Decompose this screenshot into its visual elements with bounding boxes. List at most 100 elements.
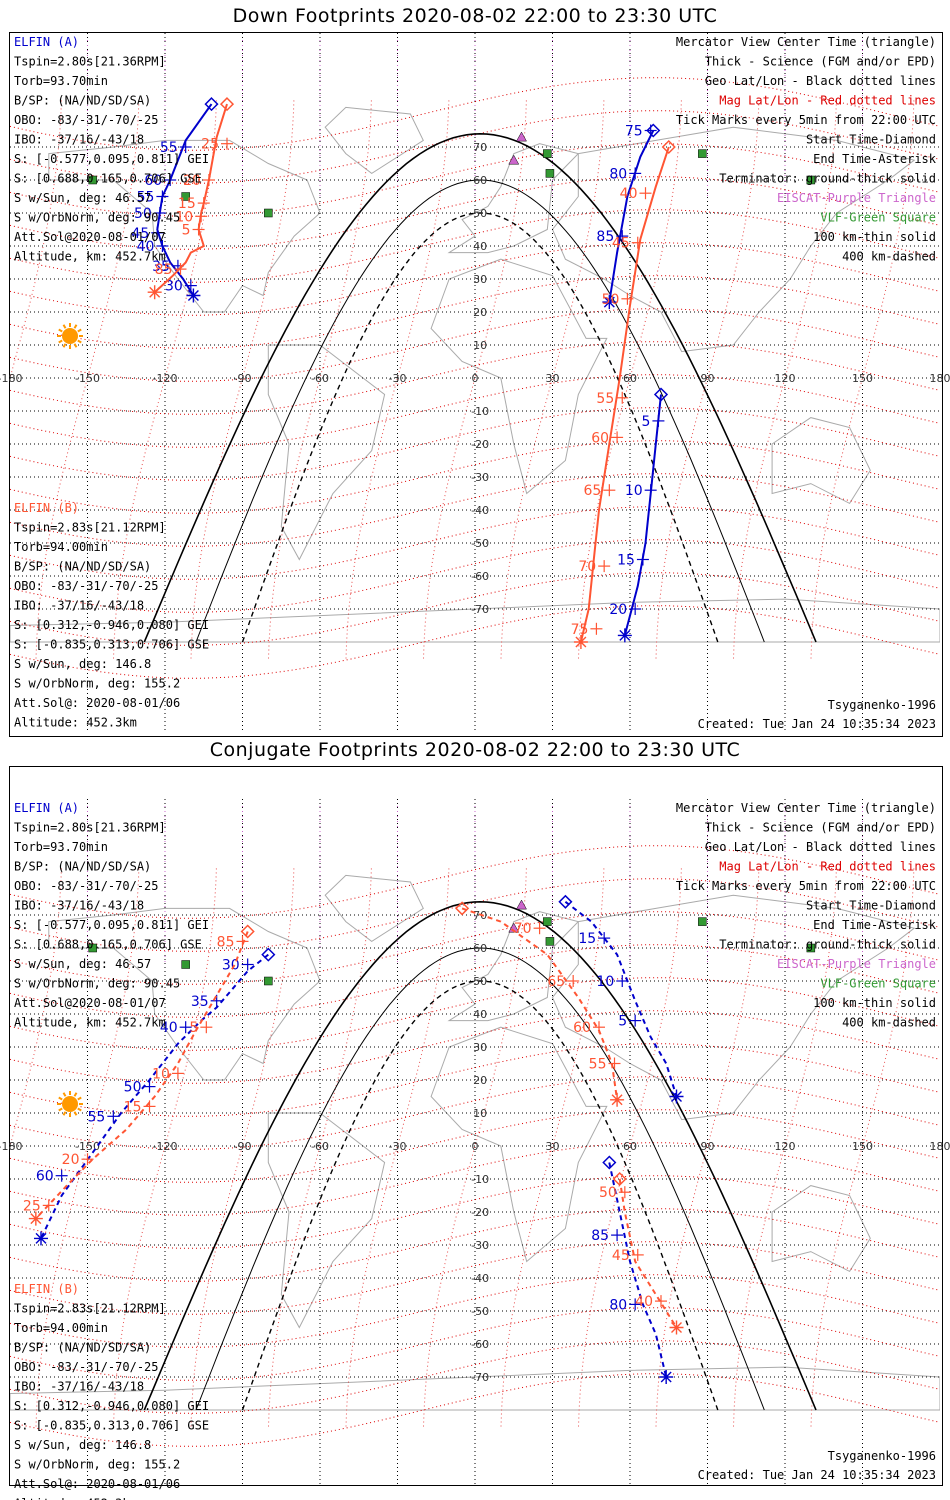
latitude-label: 60 xyxy=(473,942,487,955)
mag-parallel xyxy=(10,1076,940,1150)
mag-parallel xyxy=(10,911,940,985)
elfin-a-info-line: Tspin=2.80s[21.36RPM] xyxy=(14,821,166,835)
legend-line: Mag Lat/Lon - Red dotted lines xyxy=(719,94,936,108)
legend-line: Mercator View Center Time (triangle) xyxy=(676,801,936,815)
mag-parallel xyxy=(10,308,940,382)
elfin-b-info-line: OBO: -83/-31/-70/-25 xyxy=(14,1360,159,1374)
legend-line: VLF-Green Square xyxy=(820,211,936,225)
latitude-label: -70 xyxy=(471,603,489,616)
longitude-label: 180 xyxy=(930,1140,950,1153)
end-asterisk xyxy=(669,1089,684,1104)
mag-parallel xyxy=(10,473,940,547)
vlf-square xyxy=(698,149,707,158)
created-label: Created: Tue Jan 24 10:35:34 2023 xyxy=(698,717,936,731)
end-asterisk xyxy=(610,1092,625,1107)
latitude-label: -30 xyxy=(471,471,489,484)
vlf-square xyxy=(545,937,555,946)
elfin-a-info-line: Tspin=2.80s[21.36RPM] xyxy=(14,55,166,69)
elfin-b-info-line: S w/Sun, deg: 146.8 xyxy=(14,657,151,671)
start-diamond xyxy=(602,1155,617,1170)
elfin-b-info-line: S w/Sun, deg: 146.8 xyxy=(14,1438,151,1452)
start-diamond xyxy=(261,947,276,962)
legend-line: EISCAT-Purple Triangle xyxy=(777,957,936,971)
start-diamond xyxy=(646,123,661,138)
end-asterisk xyxy=(34,1231,48,1246)
tick-label: 55 xyxy=(137,190,155,206)
mag-parallel xyxy=(10,176,940,250)
legend-line: Start Time-Diamond xyxy=(806,133,936,147)
mag-parallel xyxy=(10,1208,940,1282)
legend-line: Geo Lat/Lon - Black dotted lines xyxy=(705,840,936,854)
latitude-label: 60 xyxy=(473,174,487,187)
coastline-0 xyxy=(48,139,321,313)
elfin-b-info-line: S: [0.312,-0.946,0.080] GEI xyxy=(14,1399,209,1413)
tick-label: 75 xyxy=(571,622,589,638)
terminator-ground xyxy=(143,132,817,643)
elfin-b-track xyxy=(35,931,249,1220)
tick-label: 50 xyxy=(599,1185,617,1201)
elfin-a-info-line: S w/OrbNorm, deg: 90.45 xyxy=(14,977,180,991)
map-panel-conjugate xyxy=(9,766,943,1486)
coastline-7 xyxy=(10,1366,940,1411)
map-layer xyxy=(10,33,940,733)
start-diamond xyxy=(455,901,470,916)
tick-label: 25 xyxy=(23,1198,41,1214)
mag-parallel xyxy=(10,1142,940,1216)
mag-parallel xyxy=(10,977,940,1051)
eiscat-triangle xyxy=(516,899,527,910)
longitude-label: -150 xyxy=(75,1140,100,1153)
tick-label: 55 xyxy=(160,140,178,156)
model-label: Tsyganenko-1996 xyxy=(828,698,936,712)
legend-line: End Time-Asterisk xyxy=(813,918,937,932)
elfin-b-info-line: S: [-0.835,0.313,0.706] GSE xyxy=(14,1419,209,1433)
elfin-a-info-line: IBO: -37/16/-43/18 xyxy=(14,899,144,913)
mag-parallel xyxy=(10,407,940,481)
mag-parallel xyxy=(10,143,940,217)
start-diamond xyxy=(204,97,219,112)
elfin-a-track-3 xyxy=(623,394,662,636)
mag-parallel xyxy=(10,572,940,646)
tick-label: 50 xyxy=(602,292,620,308)
latitude-label: -60 xyxy=(471,570,489,583)
mag-parallel xyxy=(10,1109,940,1183)
tick-label: 20 xyxy=(609,602,627,618)
legend-line: 400 km-dashed xyxy=(842,1016,936,1030)
tick-label: 55 xyxy=(596,391,614,407)
elfin-a-info-line: ELFIN (A) xyxy=(14,35,79,49)
start-diamond xyxy=(661,139,676,155)
tick-label: 10 xyxy=(596,974,614,990)
tick-label: 20 xyxy=(183,173,201,189)
tick-label: 60 xyxy=(591,430,609,446)
map-conjugate-footprints: -180 -150 -120 -90 -60 -30 0 30 60 90 120 150 180 70 6… xyxy=(0,799,950,1500)
latitude-label: -40 xyxy=(471,1272,489,1285)
mag-parallel xyxy=(10,1043,940,1117)
tick-label: 45 xyxy=(612,236,630,252)
latitude-label: 30 xyxy=(473,273,487,286)
tick-label: 10 xyxy=(175,209,193,225)
legend-line: 400 km-dashed xyxy=(842,250,936,264)
mag-parallel xyxy=(10,605,940,679)
end-asterisk xyxy=(659,1370,674,1384)
model-label: Tsyganenko-1996 xyxy=(828,1449,936,1463)
legend-line: Mag Lat/Lon - Red dotted lines xyxy=(719,860,936,874)
tick-label: 85 xyxy=(155,262,173,278)
coastline-4 xyxy=(430,1026,608,1263)
longitude-label: 150 xyxy=(852,372,873,385)
vlf-square xyxy=(545,169,555,178)
end-asterisk xyxy=(28,1211,43,1226)
tick-label: 35 xyxy=(152,259,170,275)
elfin-b-info-line: Tspin=2.83s[21.12RPM] xyxy=(14,1302,166,1316)
eiscat-triangle xyxy=(516,131,527,142)
elfin-b-info-line: ELFIN (B) xyxy=(14,1282,79,1296)
tick-label: 30 xyxy=(165,279,183,295)
legend-line: Start Time-Diamond xyxy=(806,899,936,913)
elfin-b-info-line: IBO: -37/16/-43/18 xyxy=(14,1380,144,1394)
tick-label: 5 xyxy=(182,223,191,239)
end-asterisk xyxy=(669,1320,684,1335)
elfin-a-info-line: S: [0.688,0.165,0.706] GSE xyxy=(14,172,202,186)
created-label: Created: Tue Jan 24 10:35:34 2023 xyxy=(698,1468,936,1482)
tick-label: 50 xyxy=(124,1080,142,1096)
mag-parallel xyxy=(10,506,940,580)
tick-label: 20 xyxy=(62,1152,80,1168)
tick-label: 50 xyxy=(134,206,152,222)
